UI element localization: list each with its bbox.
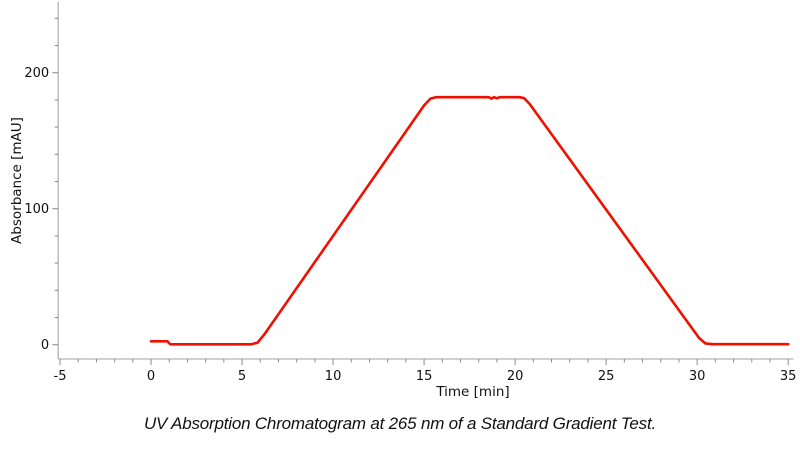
- x-tick-label: 10: [325, 369, 342, 384]
- x-tick-label: 25: [598, 369, 615, 384]
- y-tick-label: 200: [24, 66, 49, 81]
- chromatogram-chart: -5 0 5 10 15 20 25 30 35 0 100 200 Time [min] Absorba…: [9, 2, 797, 400]
- x-tick-label: 35: [780, 369, 797, 384]
- x-tick-label: 5: [238, 369, 246, 384]
- x-tick-label: 15: [416, 369, 433, 384]
- y-axis-title: Absorbance [mAU]: [9, 117, 25, 244]
- x-tick-label: 20: [507, 369, 524, 384]
- figure-caption: UV Absorption Chromatogram at 265 nm of …: [143, 414, 657, 433]
- x-axis-title: Time [min]: [435, 384, 509, 400]
- absorbance-trace: [149, 95, 790, 346]
- y-tick-label: 100: [24, 202, 49, 217]
- x-tick-label: 0: [147, 369, 155, 384]
- y-tick-label: 0: [41, 338, 49, 353]
- y-axis-ticks: 0 100 200: [24, 17, 59, 353]
- x-axis-ticks: -5 0 5 10 15 20 25 30 35: [54, 359, 797, 384]
- axes: [57, 2, 794, 360]
- x-tick-label: 30: [689, 369, 706, 384]
- x-tick-label: -5: [54, 369, 67, 384]
